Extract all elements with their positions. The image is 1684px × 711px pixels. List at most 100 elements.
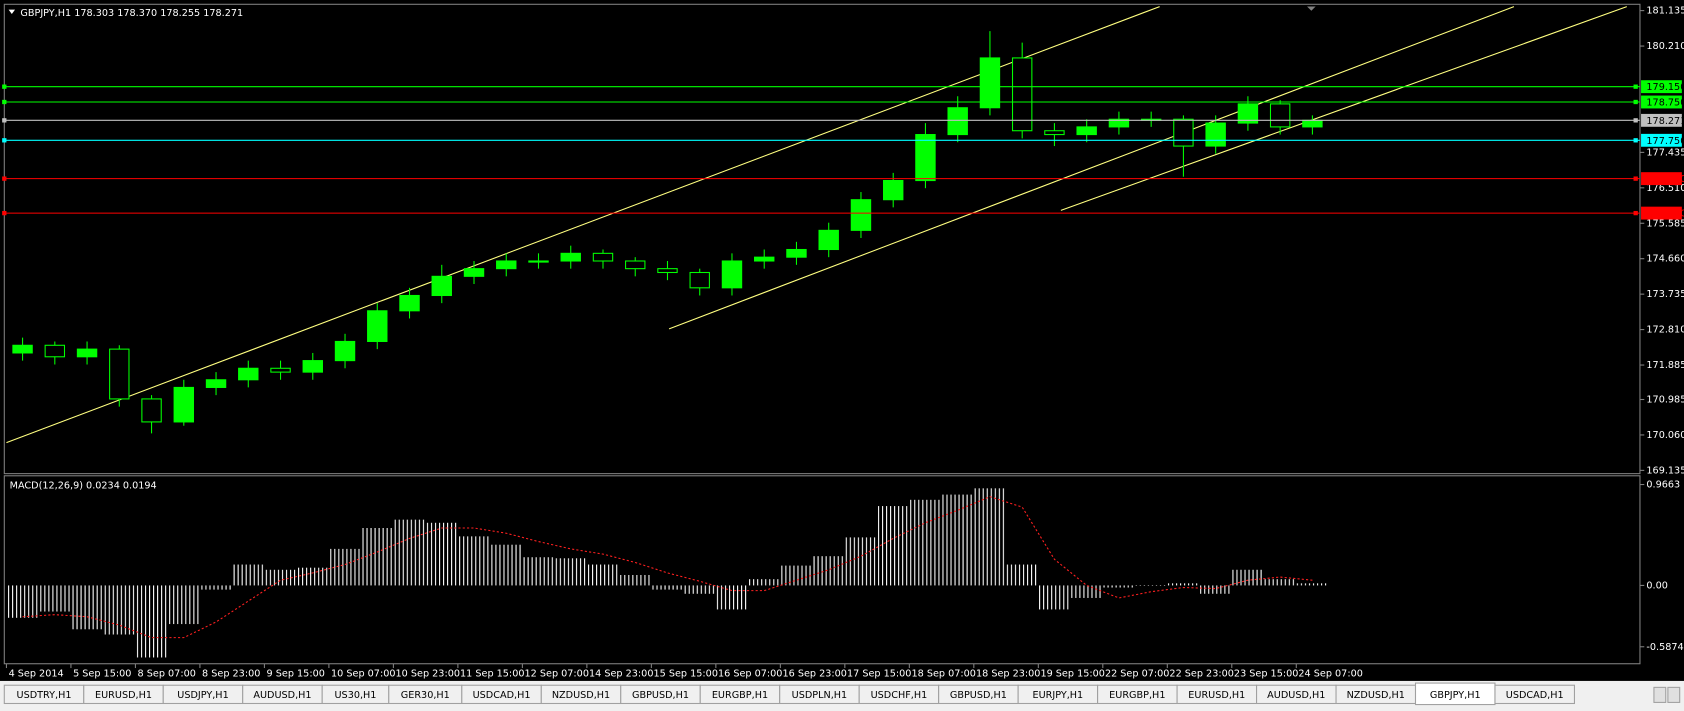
- chart-title: GBPJPY,H1 178.303 178.370 178.255 178.27…: [20, 8, 243, 19]
- y-tick-label: 0.9663: [1646, 480, 1680, 491]
- tab-label[interactable]: GBPUSD,H1: [950, 690, 1007, 701]
- y-tick-label: 180.210: [1646, 41, 1684, 52]
- level-handle[interactable]: [2, 176, 7, 181]
- macd-bar: [232, 564, 265, 586]
- candle-body: [109, 348, 130, 400]
- menu-icon[interactable]: [8, 9, 16, 14]
- tab-label[interactable]: GER30,H1: [401, 690, 450, 701]
- level-handle[interactable]: [1633, 210, 1638, 216]
- candle-body: [689, 271, 710, 289]
- macd-bar: [1038, 585, 1071, 610]
- level-handle[interactable]: [1633, 99, 1638, 105]
- tab-label[interactable]: USDCAD,H1: [1506, 690, 1564, 701]
- level-handle[interactable]: [2, 99, 7, 105]
- candle-body: [496, 260, 517, 270]
- x-tick-label: 16 Sep 07:00: [718, 668, 782, 679]
- candle-body: [786, 248, 807, 258]
- candle-body: [882, 180, 904, 201]
- x-tick-label: 15 Sep 15:00: [654, 668, 718, 679]
- macd-bar: [844, 537, 878, 586]
- y-tick-label: 169.135: [1646, 465, 1684, 476]
- x-tick-label: 22 Sep 07:00: [1105, 668, 1169, 679]
- candle-body: [1302, 119, 1323, 128]
- level-label-box: [1641, 206, 1682, 220]
- level-handle[interactable]: [1633, 84, 1638, 89]
- level-handle[interactable]: [2, 210, 7, 216]
- tab-label[interactable]: USDTRY,H1: [17, 690, 72, 701]
- candle-body: [657, 268, 678, 274]
- y-tick-label: 170.985: [1646, 395, 1684, 406]
- candle-body: [528, 260, 549, 263]
- candle-body: [463, 268, 485, 277]
- candle-body: [238, 367, 259, 381]
- level-handle[interactable]: [1633, 118, 1638, 123]
- y-tick-label: 170.060: [1646, 430, 1684, 441]
- y-tick-label: 174.660: [1646, 254, 1684, 265]
- x-tick-label: 17 Sep 15:00: [847, 668, 911, 679]
- tab-label[interactable]: EURUSD,H1: [1188, 690, 1245, 701]
- tab-label[interactable]: USDCHF,H1: [871, 690, 928, 701]
- level-handle[interactable]: [1633, 176, 1638, 181]
- macd-bar: [1264, 579, 1297, 586]
- candle-body: [915, 134, 936, 182]
- macd-bar: [748, 579, 781, 586]
- macd-bar: [425, 522, 458, 586]
- macd-bar: [103, 585, 136, 635]
- candle-body: [141, 398, 162, 423]
- candle-body: [1044, 130, 1065, 136]
- tab-label[interactable]: NZDUSD,H1: [1347, 690, 1405, 701]
- macd-bar: [877, 506, 910, 586]
- y-tick-label: 176.510: [1646, 183, 1684, 194]
- macd-bar: [70, 585, 104, 630]
- macd-bar: [167, 585, 200, 625]
- candle-body: [947, 107, 968, 136]
- tab-label[interactable]: USDCAD,H1: [473, 690, 531, 701]
- level-label: 179.150: [1646, 82, 1684, 93]
- macd-bar: [1231, 569, 1265, 586]
- candle-body: [173, 386, 195, 423]
- x-tick-label: 24 Sep 07:00: [1298, 668, 1362, 679]
- candle-body: [818, 229, 839, 251]
- tab-label[interactable]: USDPLN,H1: [792, 690, 848, 701]
- level-handle[interactable]: [2, 84, 7, 89]
- tab-label[interactable]: AUDUSD,H1: [253, 690, 311, 701]
- tab-label[interactable]: GBPUSD,H1: [632, 690, 689, 701]
- x-tick-label: 16 Sep 23:00: [782, 668, 846, 679]
- level-label-box: [1641, 80, 1682, 94]
- tab-label[interactable]: US30,H1: [335, 690, 377, 701]
- level-handle[interactable]: [1633, 138, 1638, 143]
- macd-bar: [296, 567, 329, 586]
- tab-label[interactable]: GBPJPY,H1: [1430, 690, 1481, 701]
- tab-label[interactable]: AUDUSD,H1: [1267, 690, 1325, 701]
- candle-body: [979, 57, 1001, 109]
- level-label-box: [1641, 95, 1682, 109]
- tab[interactable]: [1494, 684, 1575, 705]
- tab-scroll[interactable]: [1653, 686, 1667, 703]
- tab-label[interactable]: EURUSD,H1: [95, 690, 152, 701]
- level-handle[interactable]: [2, 118, 7, 123]
- tab-label[interactable]: EURGBP,H1: [712, 690, 768, 701]
- candle-body: [1237, 103, 1259, 124]
- macd-bar: [941, 494, 974, 586]
- y-tick-label: -0.5874: [1646, 642, 1683, 653]
- tab-label[interactable]: EURJPY,H1: [1033, 690, 1084, 701]
- x-tick-label: 12 Sep 07:00: [525, 668, 589, 679]
- level-label: 177.750: [1646, 136, 1684, 147]
- level-handle[interactable]: [2, 138, 7, 143]
- macd-bar: [264, 569, 297, 586]
- macd-bar: [554, 558, 587, 586]
- macd-bar: [1167, 583, 1200, 586]
- tab-scroll[interactable]: [1667, 686, 1681, 703]
- trendline: [668, 6, 1515, 330]
- macd-bar: [683, 585, 716, 594]
- tab-label[interactable]: USDJPY,H1: [177, 690, 228, 701]
- macd-bar: [522, 557, 555, 586]
- level-label: 176.750: [1646, 174, 1684, 185]
- tab-label[interactable]: EURGBP,H1: [1109, 690, 1165, 701]
- macd-bar: [780, 565, 813, 586]
- tab-label[interactable]: NZDUSD,H1: [552, 690, 610, 701]
- y-tick-label: 0.00: [1646, 580, 1668, 591]
- macd-bar: [651, 585, 684, 590]
